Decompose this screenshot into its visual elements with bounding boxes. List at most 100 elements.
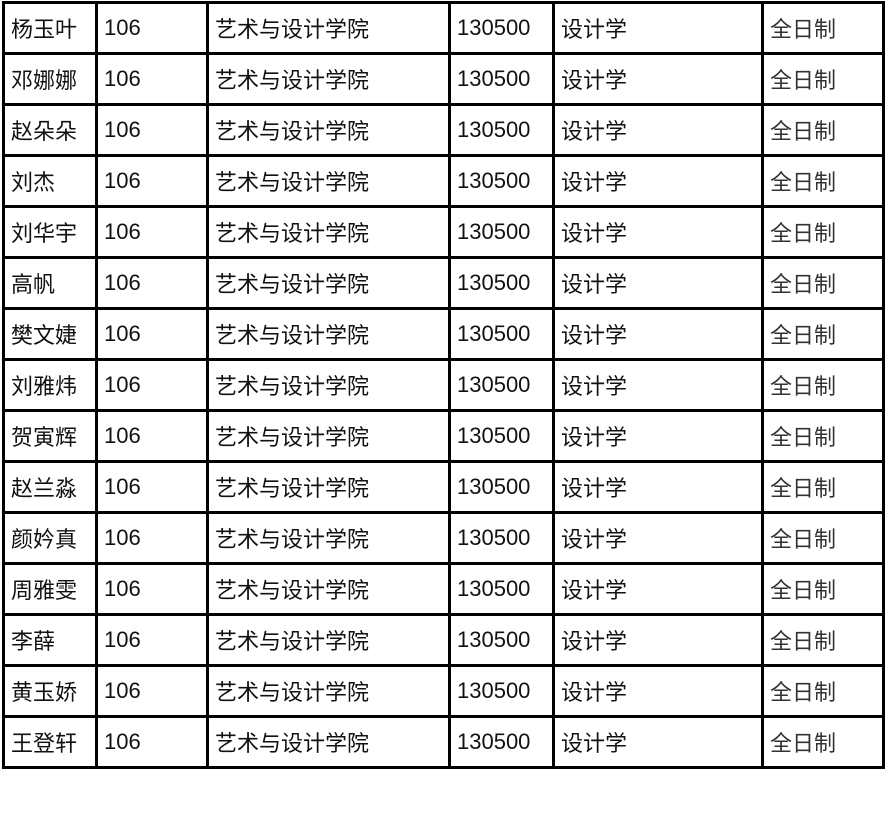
- code-cell: 106: [95, 664, 209, 718]
- major-cell: 设计学: [552, 1, 764, 55]
- college-cell: 艺术与设计学院: [206, 52, 451, 106]
- major-code-cell: 130500: [448, 613, 555, 667]
- code-cell: 106: [95, 358, 209, 412]
- table-row: 杨玉叶 106 艺术与设计学院 130500 设计学 全日制: [2, 1, 885, 55]
- major-cell: 设计学: [552, 664, 764, 718]
- mode-cell: 全日制: [761, 613, 885, 667]
- major-cell: 设计学: [552, 715, 764, 769]
- table-row: 刘雅炜 106 艺术与设计学院 130500 设计学 全日制: [2, 358, 885, 412]
- major-cell: 设计学: [552, 613, 764, 667]
- table-row: 黄玉娇 106 艺术与设计学院 130500 设计学 全日制: [2, 664, 885, 718]
- college-cell: 艺术与设计学院: [206, 460, 451, 514]
- college-cell: 艺术与设计学院: [206, 664, 451, 718]
- code-cell: 106: [95, 715, 209, 769]
- major-code-cell: 130500: [448, 460, 555, 514]
- major-code-cell: 130500: [448, 103, 555, 157]
- college-cell: 艺术与设计学院: [206, 613, 451, 667]
- table-row: 赵朵朵 106 艺术与设计学院 130500 设计学 全日制: [2, 103, 885, 157]
- table-row: 李薛 106 艺术与设计学院 130500 设计学 全日制: [2, 613, 885, 667]
- mode-cell: 全日制: [761, 1, 885, 55]
- major-code-cell: 130500: [448, 1, 555, 55]
- code-cell: 106: [95, 1, 209, 55]
- mode-cell: 全日制: [761, 307, 885, 361]
- table-row: 邓娜娜 106 艺术与设计学院 130500 设计学 全日制: [2, 52, 885, 106]
- name-cell: 邓娜娜: [2, 52, 98, 106]
- code-cell: 106: [95, 52, 209, 106]
- table-row: 樊文婕 106 艺术与设计学院 130500 设计学 全日制: [2, 307, 885, 361]
- mode-cell: 全日制: [761, 52, 885, 106]
- code-cell: 106: [95, 103, 209, 157]
- code-cell: 106: [95, 307, 209, 361]
- major-cell: 设计学: [552, 511, 764, 565]
- table-row: 周雅雯 106 艺术与设计学院 130500 设计学 全日制: [2, 562, 885, 616]
- name-cell: 赵兰淼: [2, 460, 98, 514]
- mode-cell: 全日制: [761, 409, 885, 463]
- college-cell: 艺术与设计学院: [206, 562, 451, 616]
- major-cell: 设计学: [552, 52, 764, 106]
- major-code-cell: 130500: [448, 511, 555, 565]
- major-cell: 设计学: [552, 358, 764, 412]
- table-row: 王登轩 106 艺术与设计学院 130500 设计学 全日制: [2, 715, 885, 769]
- name-cell: 高帆: [2, 256, 98, 310]
- code-cell: 106: [95, 613, 209, 667]
- name-cell: 贺寅辉: [2, 409, 98, 463]
- college-cell: 艺术与设计学院: [206, 409, 451, 463]
- mode-cell: 全日制: [761, 358, 885, 412]
- mode-cell: 全日制: [761, 715, 885, 769]
- code-cell: 106: [95, 205, 209, 259]
- college-cell: 艺术与设计学院: [206, 715, 451, 769]
- major-code-cell: 130500: [448, 307, 555, 361]
- major-cell: 设计学: [552, 307, 764, 361]
- table-row: 高帆 106 艺术与设计学院 130500 设计学 全日制: [2, 256, 885, 310]
- major-cell: 设计学: [552, 103, 764, 157]
- major-code-cell: 130500: [448, 358, 555, 412]
- name-cell: 刘华宇: [2, 205, 98, 259]
- name-cell: 李薛: [2, 613, 98, 667]
- name-cell: 刘杰: [2, 154, 98, 208]
- name-cell: 杨玉叶: [2, 1, 98, 55]
- table-row: 刘华宇 106 艺术与设计学院 130500 设计学 全日制: [2, 205, 885, 259]
- mode-cell: 全日制: [761, 562, 885, 616]
- name-cell: 黄玉娇: [2, 664, 98, 718]
- code-cell: 106: [95, 460, 209, 514]
- major-code-cell: 130500: [448, 154, 555, 208]
- table-row: 贺寅辉 106 艺术与设计学院 130500 设计学 全日制: [2, 409, 885, 463]
- table-row: 赵兰淼 106 艺术与设计学院 130500 设计学 全日制: [2, 460, 885, 514]
- name-cell: 刘雅炜: [2, 358, 98, 412]
- major-code-cell: 130500: [448, 715, 555, 769]
- code-cell: 106: [95, 256, 209, 310]
- major-code-cell: 130500: [448, 205, 555, 259]
- mode-cell: 全日制: [761, 103, 885, 157]
- college-cell: 艺术与设计学院: [206, 154, 451, 208]
- college-cell: 艺术与设计学院: [206, 205, 451, 259]
- college-cell: 艺术与设计学院: [206, 256, 451, 310]
- student-table: 杨玉叶 106 艺术与设计学院 130500 设计学 全日制 邓娜娜 106 艺术与设计学院 13…: [2, 1, 885, 769]
- major-code-cell: 130500: [448, 664, 555, 718]
- code-cell: 106: [95, 154, 209, 208]
- table-row: 颜妗真 106 艺术与设计学院 130500 设计学 全日制: [2, 511, 885, 565]
- major-code-cell: 130500: [448, 52, 555, 106]
- major-cell: 设计学: [552, 256, 764, 310]
- table-row: 刘杰 106 艺术与设计学院 130500 设计学 全日制: [2, 154, 885, 208]
- code-cell: 106: [95, 511, 209, 565]
- mode-cell: 全日制: [761, 511, 885, 565]
- mode-cell: 全日制: [761, 256, 885, 310]
- college-cell: 艺术与设计学院: [206, 358, 451, 412]
- mode-cell: 全日制: [761, 205, 885, 259]
- name-cell: 周雅雯: [2, 562, 98, 616]
- major-cell: 设计学: [552, 409, 764, 463]
- code-cell: 106: [95, 562, 209, 616]
- college-cell: 艺术与设计学院: [206, 307, 451, 361]
- major-cell: 设计学: [552, 460, 764, 514]
- mode-cell: 全日制: [761, 460, 885, 514]
- major-cell: 设计学: [552, 205, 764, 259]
- major-code-cell: 130500: [448, 256, 555, 310]
- major-code-cell: 130500: [448, 409, 555, 463]
- name-cell: 赵朵朵: [2, 103, 98, 157]
- mode-cell: 全日制: [761, 154, 885, 208]
- mode-cell: 全日制: [761, 664, 885, 718]
- major-cell: 设计学: [552, 154, 764, 208]
- table-body: 杨玉叶 106 艺术与设计学院 130500 设计学 全日制 邓娜娜 106 艺术与设计学院 13…: [2, 1, 885, 769]
- college-cell: 艺术与设计学院: [206, 103, 451, 157]
- name-cell: 樊文婕: [2, 307, 98, 361]
